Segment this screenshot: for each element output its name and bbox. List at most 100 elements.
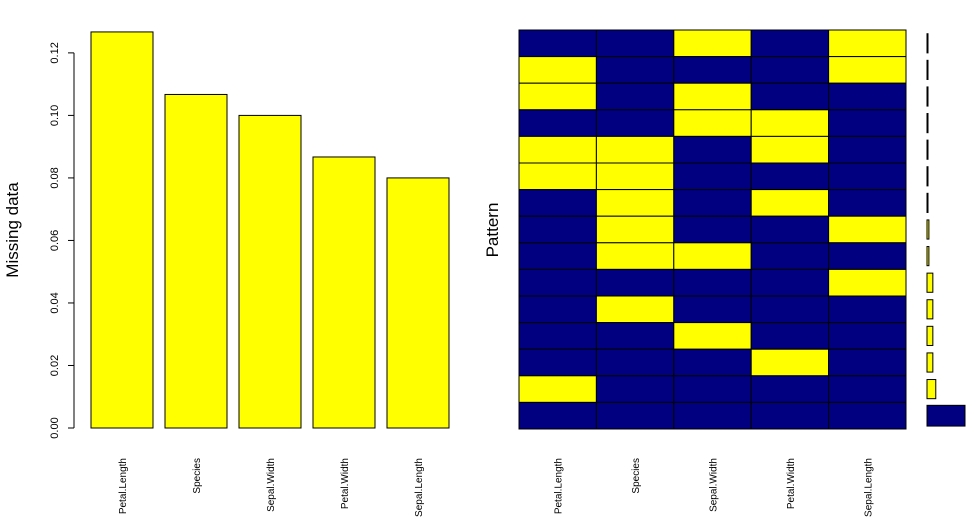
pattern-frequency-bar bbox=[926, 352, 934, 373]
pattern-cell bbox=[750, 295, 830, 324]
bar bbox=[238, 114, 302, 429]
y-tick-label: 0.04 bbox=[49, 292, 61, 313]
pattern-cell bbox=[518, 401, 597, 430]
pattern-cell bbox=[673, 242, 752, 270]
y-tick-label: 0.08 bbox=[49, 167, 61, 188]
pattern-frequency-bar bbox=[926, 379, 937, 400]
pattern-cell bbox=[673, 295, 752, 324]
pattern-cell bbox=[828, 295, 907, 324]
pattern-cell bbox=[828, 82, 907, 111]
y-tick-label: 0.10 bbox=[49, 105, 61, 126]
pattern-cell bbox=[673, 215, 752, 244]
pattern-cell bbox=[518, 295, 597, 324]
pattern-cell bbox=[750, 162, 830, 191]
pattern-frequency-bar bbox=[926, 166, 929, 187]
pattern-cell bbox=[595, 322, 675, 350]
pattern-frequency-bar bbox=[926, 404, 966, 427]
pattern-cell bbox=[518, 82, 597, 111]
pattern-cell bbox=[595, 401, 675, 430]
bar bbox=[312, 156, 376, 429]
pattern-cell bbox=[750, 242, 830, 270]
pattern-cell bbox=[595, 268, 675, 297]
missing-proportion-bar-chart: 0.00 0.02 0.04 0.06 0.08 0.10 0.12 Missing data… bbox=[3, 31, 450, 517]
pattern-cell bbox=[828, 242, 907, 270]
pattern-column-label: Species bbox=[631, 458, 642, 494]
pattern-frequency-bar bbox=[926, 272, 934, 293]
pattern-cell bbox=[518, 242, 597, 270]
y-tick-label: 0.00 bbox=[49, 417, 61, 438]
pattern-cell bbox=[828, 401, 907, 430]
pattern-cell bbox=[750, 268, 830, 297]
pattern-column-label: Sepal.Width bbox=[709, 458, 720, 512]
pattern-cell bbox=[673, 375, 752, 403]
pattern-cell bbox=[750, 322, 830, 350]
pattern-column-label: Sepal.Length bbox=[863, 458, 874, 517]
pattern-frequency-bar bbox=[926, 299, 934, 320]
pattern-frequency-bar bbox=[926, 33, 929, 54]
pattern-cell bbox=[518, 375, 597, 403]
pattern-cell bbox=[828, 268, 907, 297]
x-tick-label: Sepal.Length bbox=[414, 458, 425, 517]
pattern-cell bbox=[750, 348, 830, 377]
pattern-cell bbox=[750, 109, 830, 137]
pattern-cell bbox=[828, 135, 907, 164]
pattern-cell bbox=[750, 401, 830, 430]
pattern-cell bbox=[518, 215, 597, 244]
pattern-cell bbox=[518, 162, 597, 191]
pattern-cell bbox=[595, 189, 675, 217]
pattern-frequency-bar bbox=[926, 113, 929, 134]
bar bbox=[386, 177, 450, 429]
pattern-cell bbox=[595, 135, 675, 164]
pattern-frequency-bar bbox=[926, 192, 929, 213]
pattern-cell bbox=[673, 109, 752, 137]
pattern-cell bbox=[828, 189, 907, 217]
pattern-cell bbox=[828, 29, 907, 58]
pattern-cell bbox=[673, 189, 752, 217]
pattern-cell bbox=[673, 29, 752, 58]
pattern-cell bbox=[828, 215, 907, 244]
pattern-cell bbox=[518, 268, 597, 297]
pattern-cell bbox=[518, 56, 597, 84]
pattern-column-label: Petal.Width bbox=[786, 458, 797, 509]
pattern-cell bbox=[595, 162, 675, 191]
pattern-cell bbox=[750, 215, 830, 244]
pattern-cell bbox=[595, 82, 675, 111]
pattern-frequency-bar bbox=[926, 86, 929, 107]
y-tick-label: 0.02 bbox=[49, 355, 61, 376]
x-tick-label: Petal.Length bbox=[118, 458, 129, 514]
pattern-cell bbox=[518, 189, 597, 217]
pattern-cell bbox=[518, 109, 597, 137]
pattern-axis-label: Pattern bbox=[483, 203, 502, 258]
pattern-cell bbox=[828, 322, 907, 350]
pattern-cell bbox=[750, 82, 830, 111]
pattern-cell bbox=[750, 189, 830, 217]
pattern-cell bbox=[750, 56, 830, 84]
pattern-cell bbox=[595, 375, 675, 403]
bar bbox=[164, 93, 228, 429]
pattern-cell bbox=[673, 401, 752, 430]
pattern-cell bbox=[518, 322, 597, 350]
pattern-cell bbox=[595, 348, 675, 377]
pattern-cell bbox=[595, 56, 675, 84]
y-tick-label: 0.06 bbox=[49, 230, 61, 251]
pattern-cell bbox=[673, 348, 752, 377]
pattern-cell bbox=[595, 295, 675, 324]
pattern-cell bbox=[595, 109, 675, 137]
pattern-cell bbox=[750, 29, 830, 58]
x-tick-label: Sepal.Width bbox=[266, 458, 277, 512]
pattern-cell bbox=[750, 135, 830, 164]
bar bbox=[90, 31, 154, 429]
y-tick-label: 0.12 bbox=[49, 42, 61, 63]
pattern-column-label: Petal.Length bbox=[554, 458, 565, 514]
pattern-cell bbox=[673, 135, 752, 164]
pattern-frequency-bar bbox=[926, 59, 929, 80]
pattern-cell bbox=[673, 268, 752, 297]
pattern-frequency-bar bbox=[926, 246, 930, 267]
pattern-cell bbox=[828, 56, 907, 84]
pattern-cell bbox=[750, 375, 830, 403]
pattern-cell bbox=[673, 322, 752, 350]
pattern-cell bbox=[828, 375, 907, 403]
x-tick-label: Species bbox=[192, 458, 203, 494]
pattern-cell bbox=[518, 29, 597, 58]
